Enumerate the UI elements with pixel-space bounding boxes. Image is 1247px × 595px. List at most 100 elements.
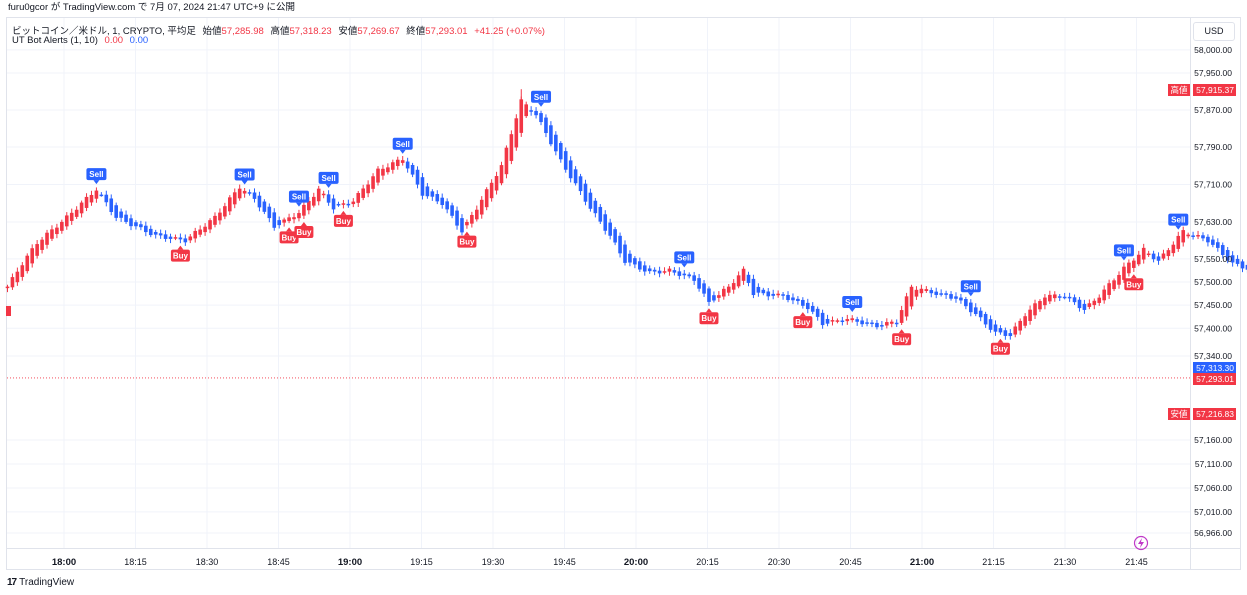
buy-signal: Buy <box>457 231 477 248</box>
candle-body <box>1048 294 1052 302</box>
candle-body <box>642 265 647 272</box>
indicator-value-1: 0.00 <box>104 35 124 46</box>
signal-label: Sell <box>534 93 548 102</box>
candle-body <box>1122 266 1126 280</box>
sell-signal: Sell <box>288 190 309 207</box>
candle-body <box>173 237 178 239</box>
candle-body <box>381 168 385 176</box>
x-tick-label: 18:45 <box>267 557 290 567</box>
candle-body <box>1092 300 1097 306</box>
high-price-tag: 57,915.37 高値 <box>1168 84 1236 96</box>
candle-body <box>376 168 380 183</box>
candle-body <box>623 244 627 263</box>
candle-body <box>435 194 440 202</box>
candle-body <box>855 319 859 322</box>
signal-label: Sell <box>396 140 410 149</box>
candle-body <box>351 201 356 205</box>
price-axis[interactable]: 58,000.00 57,950.00 57,870.00 57,790.00 57,7… <box>6 45 1236 551</box>
indicator-legend[interactable]: UT Bot Alerts (1, 10) 0.00 0.00 <box>12 35 148 46</box>
candle-body <box>331 198 336 210</box>
candle-body <box>84 196 89 208</box>
buy-signal: Buy <box>170 245 190 262</box>
candle-body <box>875 322 879 328</box>
sell-signal: Sell <box>234 168 255 185</box>
signal-label: Buy <box>459 238 475 247</box>
y-tick-label: 57,160.00 <box>1194 435 1232 445</box>
candle-body <box>504 147 509 175</box>
candle-body <box>889 321 894 324</box>
candle-body <box>10 277 15 288</box>
x-tick-label: 21:00 <box>910 557 934 568</box>
x-tick-label: 20:45 <box>839 557 862 567</box>
candle-body <box>50 229 54 239</box>
candle-body <box>578 176 583 192</box>
x-tick-label: 20:15 <box>696 557 719 567</box>
candle-body <box>954 296 958 299</box>
candle-body <box>450 205 454 216</box>
candle-body <box>144 225 148 233</box>
candle-body <box>1067 296 1072 299</box>
published-header: furu0gcor が TradingView.com で 7月 07, 202… <box>8 2 295 13</box>
low-value: 57,269.67 <box>357 26 400 37</box>
y-tick-label: 58,000.00 <box>1194 45 1232 55</box>
candle-body <box>148 228 153 236</box>
candle-body <box>964 299 968 307</box>
candle-body <box>5 286 10 289</box>
candle-body <box>959 297 963 301</box>
candle-body <box>104 194 109 203</box>
candle-body <box>1201 235 1205 239</box>
candle-body <box>682 273 687 276</box>
candle-body <box>99 194 104 197</box>
tradingview-logo: 17 <box>7 577 17 588</box>
candle-body <box>776 293 780 296</box>
candle-body <box>791 297 795 301</box>
signal-label: Sell <box>964 282 978 291</box>
candle-body <box>534 110 538 116</box>
candle-body <box>341 203 346 205</box>
candle-body <box>475 209 479 220</box>
candle-body <box>1196 234 1200 237</box>
candle-body <box>178 237 183 240</box>
candle-body <box>638 261 642 270</box>
candle-body <box>524 104 528 117</box>
price-tag-value: 57,915.37 <box>1196 85 1234 95</box>
candle-body <box>326 194 331 203</box>
candle-body <box>1166 250 1171 257</box>
y-tick-label: 57,710.00 <box>1194 180 1232 190</box>
candle-body <box>717 295 721 298</box>
candle-body <box>153 231 158 235</box>
candle-body <box>598 206 603 222</box>
candle-body <box>79 202 84 214</box>
buy-signal: Buy <box>699 308 719 325</box>
y-tick-label: 57,400.00 <box>1194 323 1232 333</box>
time-axis[interactable]: 18:00 18:15 18:30 18:45 19:00 19:15 19:30 19:45… <box>52 557 1148 568</box>
candle-body <box>208 220 212 230</box>
candle-body <box>1043 297 1047 306</box>
candle-body <box>697 278 701 289</box>
candle-body <box>361 188 365 198</box>
candle-body <box>1013 326 1018 335</box>
candle-body <box>1038 301 1042 310</box>
signal-label: Buy <box>993 345 1009 354</box>
candle-body <box>815 308 820 317</box>
candle-body <box>252 192 257 199</box>
candle-body <box>198 229 202 235</box>
candle-body <box>489 182 494 199</box>
currency-button[interactable]: USD <box>1193 22 1235 41</box>
signal-label: Buy <box>795 318 811 327</box>
sell-signal: Sell <box>1168 213 1189 230</box>
candle-body <box>825 318 830 324</box>
candle-body <box>346 203 351 206</box>
y-tick-label: 57,450.00 <box>1194 300 1232 310</box>
candle-body <box>840 320 845 323</box>
candle-body <box>415 169 420 185</box>
candle-body <box>40 239 44 250</box>
candle-body <box>1156 256 1161 261</box>
candle-body <box>544 117 548 134</box>
x-tick-label: 21:30 <box>1054 557 1077 567</box>
candle-body <box>45 232 49 245</box>
high-value: 57,318.23 <box>289 26 332 37</box>
candle-body <box>1033 303 1037 316</box>
candle-body <box>183 238 188 243</box>
